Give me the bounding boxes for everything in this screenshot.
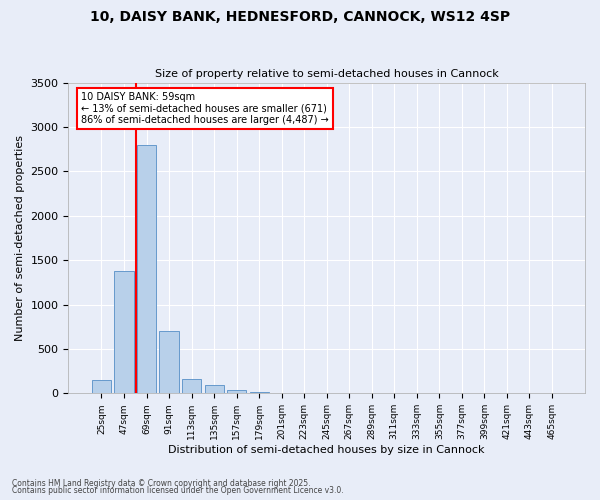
Title: Size of property relative to semi-detached houses in Cannock: Size of property relative to semi-detach… bbox=[155, 69, 499, 79]
Y-axis label: Number of semi-detached properties: Number of semi-detached properties bbox=[15, 135, 25, 341]
Text: Contains HM Land Registry data © Crown copyright and database right 2025.: Contains HM Land Registry data © Crown c… bbox=[12, 478, 311, 488]
Bar bbox=[92, 380, 111, 394]
Text: Contains public sector information licensed under the Open Government Licence v3: Contains public sector information licen… bbox=[12, 486, 344, 495]
Bar bbox=[137, 144, 156, 394]
X-axis label: Distribution of semi-detached houses by size in Cannock: Distribution of semi-detached houses by … bbox=[169, 445, 485, 455]
Bar bbox=[227, 390, 246, 394]
Text: 10, DAISY BANK, HEDNESFORD, CANNOCK, WS12 4SP: 10, DAISY BANK, HEDNESFORD, CANNOCK, WS1… bbox=[90, 10, 510, 24]
Bar bbox=[182, 379, 201, 394]
Bar bbox=[115, 271, 134, 394]
Bar bbox=[250, 392, 269, 394]
Text: 10 DAISY BANK: 59sqm
← 13% of semi-detached houses are smaller (671)
86% of semi: 10 DAISY BANK: 59sqm ← 13% of semi-detac… bbox=[82, 92, 329, 125]
Bar bbox=[205, 386, 224, 394]
Bar bbox=[160, 331, 179, 394]
